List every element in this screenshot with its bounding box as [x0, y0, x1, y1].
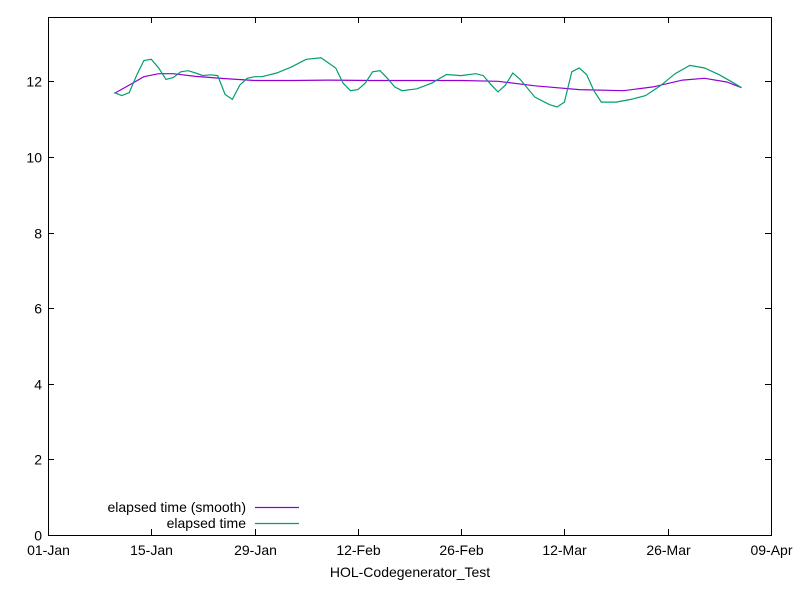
y-tick-label: 4 — [34, 377, 42, 393]
series-line-elapsed-time-smooth — [114, 73, 742, 94]
y-tick-label: 2 — [34, 452, 42, 468]
x-axis-title: HOL-Codegenerator_Test — [330, 564, 490, 580]
x-axis-ticks: 01-Jan 15-Jan 29-Jan 12-Feb 26-Feb 12-Mar 26-M… — [27, 17, 793, 558]
y-tick-label: 12 — [26, 74, 42, 90]
x-tick-label: 01-Jan — [27, 542, 70, 558]
legend: elapsed time (smooth)elapsed time — [107, 499, 299, 531]
plot-frame — [48, 17, 772, 536]
x-tick-label: 29-Jan — [234, 542, 277, 558]
series-layer — [114, 57, 742, 108]
series-line-elapsed-time — [114, 57, 742, 108]
x-tick-label: 12-Feb — [336, 542, 381, 558]
y-axis-ticks: 0 2 4 6 8 10 12 — [26, 74, 771, 544]
x-tick-label: 12-Mar — [542, 542, 587, 558]
legend-label-elapsed-time-smooth: elapsed time (smooth) — [107, 499, 246, 515]
x-tick-label: 26-Feb — [439, 542, 484, 558]
y-tick-label: 8 — [34, 226, 42, 242]
y-tick-label: 10 — [26, 150, 42, 166]
y-tick-label: 6 — [34, 301, 42, 317]
x-tick-label: 09-Apr — [750, 542, 792, 558]
x-tick-label: 15-Jan — [130, 542, 173, 558]
y-tick-label: 0 — [34, 528, 42, 544]
x-tick-label: 26-Mar — [646, 542, 691, 558]
legend-label-elapsed-time: elapsed time — [167, 515, 247, 531]
